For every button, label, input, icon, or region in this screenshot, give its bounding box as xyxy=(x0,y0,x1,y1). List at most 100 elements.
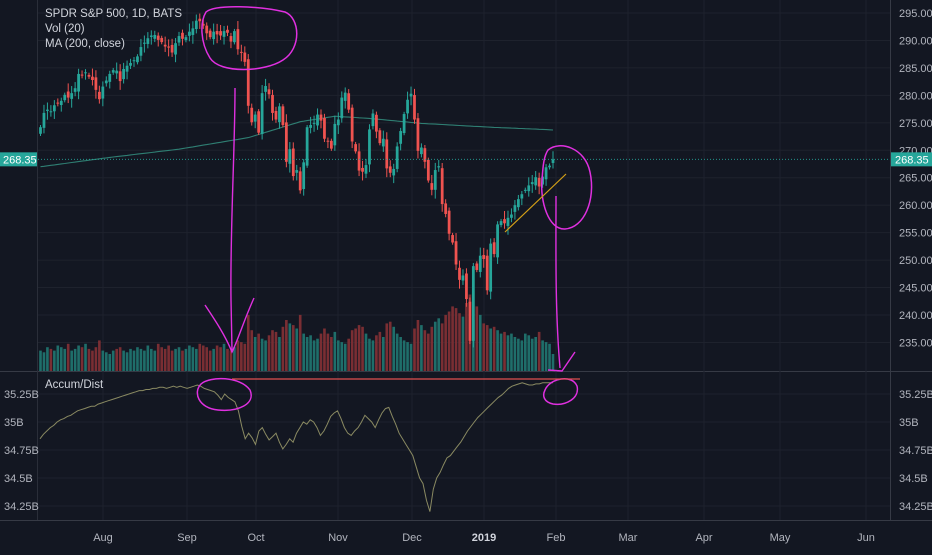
candle xyxy=(316,108,319,130)
candle-body xyxy=(219,31,222,36)
candle xyxy=(530,174,534,193)
candle-body xyxy=(115,70,119,74)
candle-body xyxy=(503,219,506,224)
candle-body xyxy=(447,210,451,234)
volume-bar xyxy=(416,320,420,371)
price-tick-label: 245.00 xyxy=(899,283,932,295)
candle xyxy=(503,211,506,229)
time-tick-label: Oct xyxy=(247,532,264,544)
candle xyxy=(56,98,60,107)
ad-tick-label: 34.5B xyxy=(899,473,928,485)
volume-bar xyxy=(461,316,465,371)
candle-body xyxy=(510,214,513,218)
candle xyxy=(284,114,288,168)
candle-body xyxy=(544,167,548,180)
volume-bar xyxy=(87,348,91,371)
candle xyxy=(205,22,209,40)
volume-bar xyxy=(527,335,531,371)
candle-body xyxy=(243,52,247,62)
volume-bar xyxy=(198,343,202,371)
candle xyxy=(80,70,84,79)
candle-body xyxy=(281,106,285,126)
candle-body xyxy=(267,89,271,95)
candle xyxy=(312,115,316,132)
candle xyxy=(458,260,461,289)
volume-bar xyxy=(520,340,524,371)
candle xyxy=(499,218,503,228)
volume-bar xyxy=(267,335,271,371)
candle xyxy=(378,128,382,146)
time-tick-label: Dec xyxy=(402,532,422,544)
volume-bar xyxy=(177,347,181,371)
candle-body xyxy=(458,267,461,280)
last-price-label-left: 268.35 xyxy=(3,154,37,166)
volume-bar xyxy=(115,348,118,371)
candle-body xyxy=(489,243,493,292)
candle-body xyxy=(39,127,42,134)
candle xyxy=(42,104,46,134)
candle-body xyxy=(471,266,475,341)
candle-body xyxy=(437,166,441,168)
volume-bar xyxy=(129,348,132,371)
candle-body xyxy=(139,47,143,56)
ad-tick-label: 35B xyxy=(899,417,919,429)
candle xyxy=(388,160,392,178)
candle-body xyxy=(153,34,157,39)
candle xyxy=(39,125,42,136)
candle-body xyxy=(181,32,184,39)
candle xyxy=(233,28,236,45)
volume-bar xyxy=(46,347,49,371)
candle xyxy=(343,87,347,109)
volume-bar xyxy=(503,331,506,371)
volume-bar xyxy=(264,340,267,371)
volume-bar xyxy=(39,350,42,371)
price-tick-label: 265.00 xyxy=(899,173,932,185)
candle-body xyxy=(426,159,430,181)
candle xyxy=(66,83,70,104)
candle-body xyxy=(312,122,316,124)
volume-bar xyxy=(513,337,517,371)
candle xyxy=(323,113,326,143)
candle xyxy=(482,247,486,268)
candle-body xyxy=(146,38,150,44)
candle-body xyxy=(381,138,385,147)
candle xyxy=(160,35,164,45)
last-price-tag-right xyxy=(891,152,932,167)
legend-ma: MA (200, close) xyxy=(45,38,125,50)
candle xyxy=(336,112,340,135)
candle xyxy=(177,31,181,46)
annotation-circle-top xyxy=(201,6,298,71)
candle xyxy=(274,106,278,123)
candle xyxy=(49,105,53,117)
volume-bar xyxy=(350,330,354,371)
volume-bar xyxy=(517,338,520,371)
candle xyxy=(208,28,212,40)
volume-bar xyxy=(319,333,323,371)
volume-bar xyxy=(98,340,101,371)
candle xyxy=(440,163,444,212)
volume-bar xyxy=(125,352,129,371)
candle-body xyxy=(329,140,333,149)
volume-bar xyxy=(382,337,385,371)
candle-body xyxy=(336,119,340,126)
candle xyxy=(191,21,195,44)
candle xyxy=(471,262,475,348)
candle xyxy=(381,130,385,152)
candle xyxy=(402,111,406,136)
candle-body xyxy=(63,94,67,101)
volume-bar xyxy=(420,325,423,371)
annotation-trendline xyxy=(504,173,567,233)
volume-bar xyxy=(354,328,357,371)
volume-bar xyxy=(70,350,73,371)
candle xyxy=(534,171,538,190)
candle-body xyxy=(506,217,510,226)
price-tick-label: 250.00 xyxy=(899,255,932,267)
candle xyxy=(291,142,295,181)
volume-bar xyxy=(246,314,250,371)
volume-bar xyxy=(361,326,364,371)
candle-body xyxy=(375,114,378,132)
volume-bar xyxy=(101,350,105,371)
candle-body xyxy=(59,100,63,106)
volume-bar xyxy=(146,345,150,371)
candle xyxy=(198,13,202,29)
